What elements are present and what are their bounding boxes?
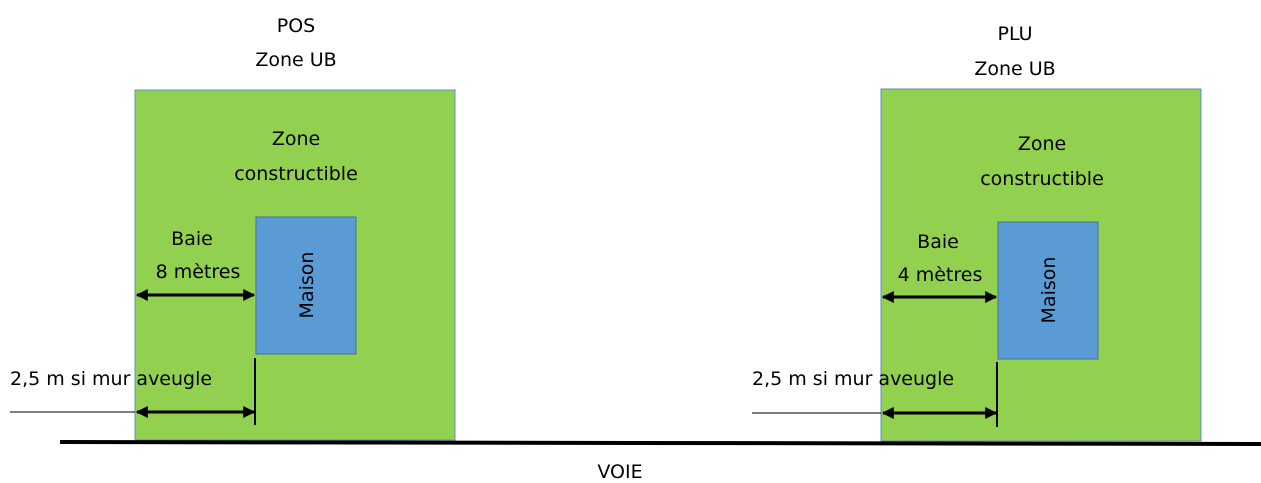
plu-zone-label-2: constructible (980, 168, 1104, 190)
pos-house (255, 216, 357, 355)
plu-zone-label-1: Zone (1018, 133, 1066, 155)
pos-house-label: Maison (296, 252, 318, 319)
road-line (59, 440, 1261, 446)
plu-heading: PLU (997, 23, 1032, 45)
pos-zone-heading: Zone UB (255, 49, 336, 71)
road-label: VOIE (597, 461, 642, 483)
plu-mur-label: 2,5 m si mur aveugle (752, 368, 954, 390)
pos-baie-label-2: 8 mètres (156, 261, 241, 283)
plu-panel: PLU Zone UB Zone constructible Maison Ba… (752, 23, 1202, 442)
pos-mur-label: 2,5 m si mur aveugle (10, 368, 212, 390)
plu-baie-label-1: Baie (917, 231, 959, 253)
plu-house-label: Maison (1038, 257, 1060, 324)
pos-panel: POS Zone UB Zone constructible Maison Ba… (10, 15, 456, 441)
plu-baie-label-2: 4 mètres (898, 264, 983, 286)
plu-zone-heading: Zone UB (974, 58, 1055, 80)
pos-baie-label-1: Baie (171, 228, 213, 250)
plu-house (997, 221, 1099, 360)
pos-zone-label-1: Zone (272, 128, 320, 150)
pos-zone-label-2: constructible (234, 163, 358, 185)
pos-heading: POS (277, 15, 315, 37)
